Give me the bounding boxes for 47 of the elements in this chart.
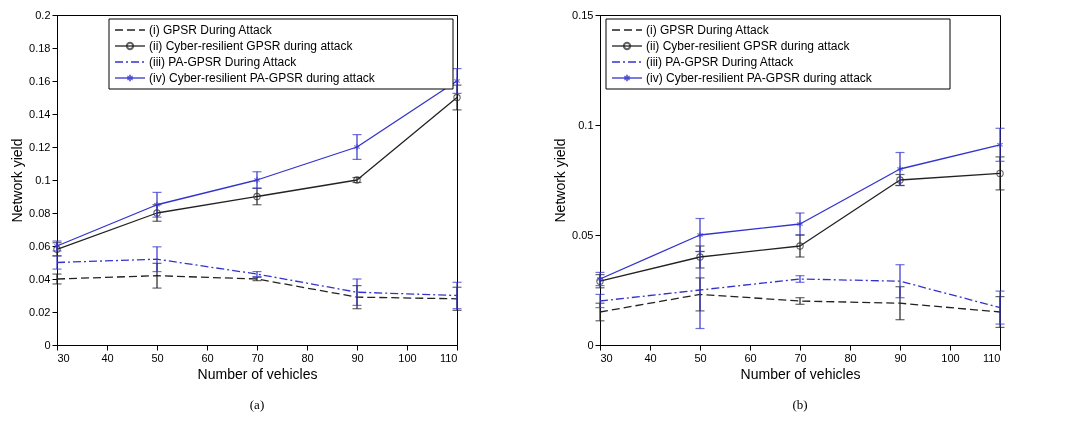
y-tick-label: 0.04 [29, 272, 51, 285]
x-tick-label: 80 [301, 351, 314, 364]
x-tick-label: 90 [351, 351, 364, 364]
y-tick-label: 0 [44, 338, 51, 351]
text: (b) [792, 397, 808, 412]
legend-label: (iv) Cyber-resilient PA-GPSR during attack [149, 71, 376, 85]
x-tick-label: 60 [744, 351, 757, 364]
x-tick-label: 40 [644, 351, 657, 364]
x-tick-label: 70 [251, 351, 264, 364]
legend-label: (ii) Cyber-resilient GPSR during attack [646, 39, 851, 53]
y-tick-label: 0.08 [29, 206, 51, 219]
y-tick-label: 0.16 [29, 74, 51, 87]
x-tick-label: 40 [101, 351, 114, 364]
legend-label: (iv) Cyber-resilient PA-GPSR during attack [646, 71, 873, 85]
x-tick-label: 100 [398, 351, 417, 364]
y-tick-label: 0.18 [29, 41, 51, 54]
y-tick-label: 0.05 [572, 228, 594, 241]
y-tick-label: 0 [587, 338, 594, 351]
x-tick-label: 90 [894, 351, 907, 364]
y-tick-label: 0.2 [35, 8, 51, 21]
text: (a) [249, 397, 265, 412]
y-tick-label: 0.1 [578, 118, 594, 131]
legend-label: (iii) PA-GPSR During Attack [149, 55, 298, 69]
y-tick-label: 0.06 [29, 239, 51, 252]
x-tick-label: 50 [151, 351, 164, 364]
y-tick-label: 0.02 [29, 305, 51, 318]
legend-label: (iii) PA-GPSR During Attack [646, 55, 795, 69]
x-tick-label: 50 [694, 351, 707, 364]
x-axis-title: Number of vehicles [740, 365, 861, 382]
x-tick-label: 70 [794, 351, 807, 364]
x-tick-label: 80 [844, 351, 857, 364]
x-tick-label: 100 [941, 351, 960, 364]
y-tick-label: 0.12 [29, 140, 51, 153]
x-tick-label: 30 [600, 351, 613, 364]
x-tick-label: 110 [439, 351, 458, 364]
y-tick-label: 0.1 [35, 173, 51, 186]
x-tick-label: 60 [201, 351, 214, 364]
y-tick-label: 0.15 [572, 8, 594, 21]
legend-label: (i) GPSR During Attack [149, 23, 273, 37]
y-axis-title: Network yield [552, 138, 569, 223]
x-tick-label: 30 [57, 351, 70, 364]
x-axis-title: Number of vehicles [197, 365, 318, 382]
y-axis-title: Network yield [9, 138, 26, 223]
legend-label: (i) GPSR During Attack [646, 23, 770, 37]
legend-label: (ii) Cyber-resilient GPSR during attack [149, 39, 354, 53]
y-tick-label: 0.14 [29, 107, 51, 120]
x-tick-label: 110 [982, 351, 1001, 364]
